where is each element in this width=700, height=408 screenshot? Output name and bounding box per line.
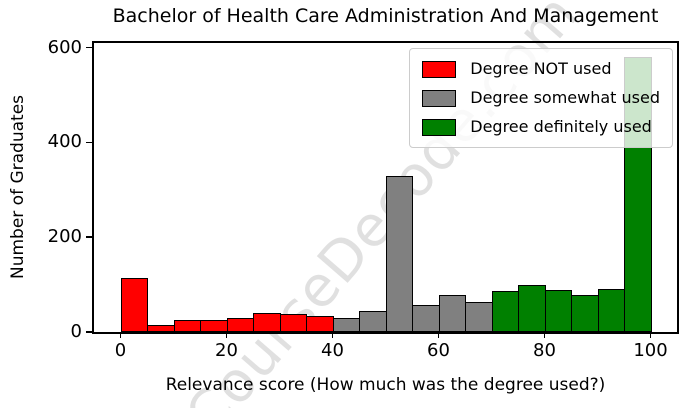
legend-label: Degree somewhat used (470, 88, 660, 107)
histogram-bar (120, 277, 148, 332)
histogram-bar (226, 317, 254, 332)
histogram-bar (173, 319, 201, 332)
histogram-bar (253, 312, 281, 332)
legend-label: Degree NOT used (470, 59, 612, 78)
histogram-bar (465, 302, 493, 332)
histogram-bar (412, 304, 440, 332)
legend-row: Degree NOT used (422, 58, 660, 80)
histogram-bar (385, 175, 413, 332)
x-tick-label: 60 (427, 340, 450, 361)
histogram-bar (147, 325, 175, 332)
x-tick-label: 40 (321, 340, 344, 361)
plot-area: Degree NOT used Degree somewhat used Deg… (92, 41, 679, 334)
x-tick-label: 0 (114, 340, 127, 361)
y-tick-label: 600 (47, 36, 82, 58)
legend-swatch-somewhat-used (422, 89, 457, 107)
histogram-bar (279, 313, 307, 332)
histogram-bar (518, 285, 546, 332)
legend: Degree NOT used Degree somewhat used Deg… (409, 48, 673, 148)
legend-swatch-definitely-used (422, 118, 457, 136)
bars-layer (94, 43, 677, 332)
histogram-bar (597, 289, 625, 332)
legend-swatch-not-used (422, 60, 457, 78)
legend-label: Degree definitely used (470, 117, 652, 136)
histogram-bar (332, 317, 360, 332)
histogram-bar (306, 315, 334, 332)
y-axis-label: Number of Graduates (8, 94, 28, 280)
histogram-bar (359, 311, 387, 332)
y-tick-label: 0 (70, 321, 82, 342)
chart-title: Bachelor of Health Care Administration A… (112, 5, 659, 27)
legend-row: Degree definitely used (422, 116, 660, 138)
x-tick-label: 80 (533, 340, 556, 361)
histogram-bar (438, 294, 466, 332)
legend-row: Degree somewhat used (422, 87, 660, 109)
x-axis-label: Relevance score (How much was the degree… (165, 375, 606, 395)
x-tick-label: 100 (633, 340, 668, 361)
histogram-bar (200, 320, 228, 332)
histogram-bar (544, 290, 572, 332)
histogram-bar (491, 290, 519, 332)
histogram-bar (571, 294, 599, 332)
